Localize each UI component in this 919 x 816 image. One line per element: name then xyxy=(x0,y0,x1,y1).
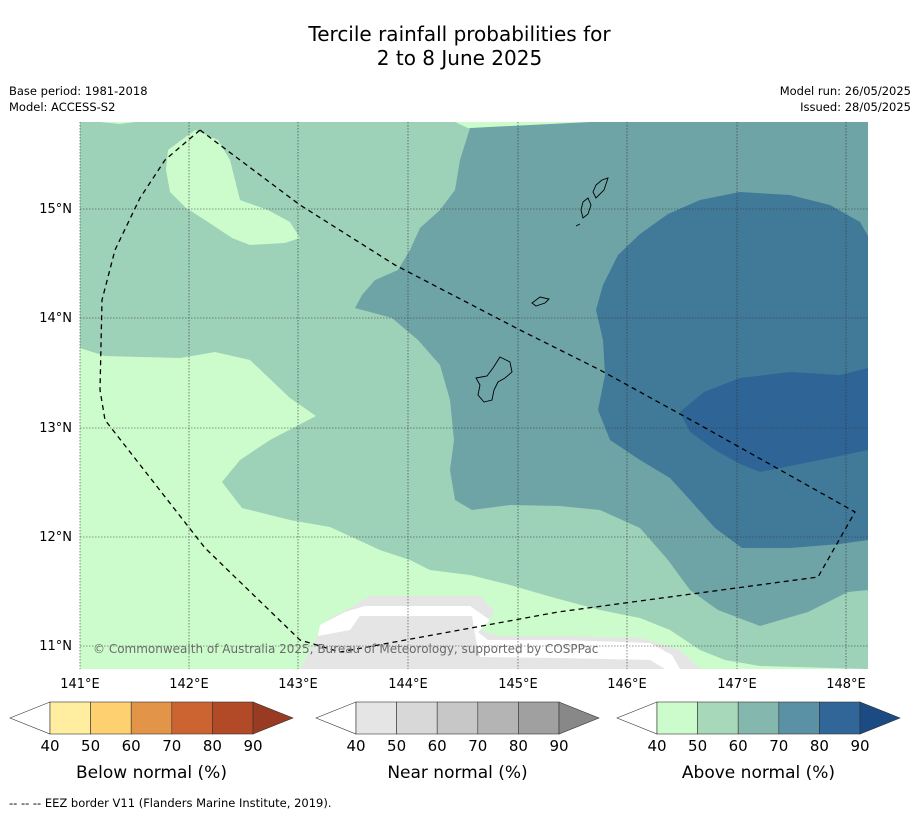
colorbar-tick-label: 80 xyxy=(203,737,222,755)
region-above-40-50-south xyxy=(80,348,868,669)
lat-tick-label: 13°N xyxy=(39,421,72,436)
colorbar-tick-label: 60 xyxy=(729,737,748,755)
region-above-40-50-top xyxy=(100,122,135,124)
colorbar-tick-label: 70 xyxy=(769,737,788,755)
colorbars: 40 50 60 70 80 90 Below normal (%) 40 50 60 70 80 90… xyxy=(9,701,901,783)
colorbar-tick-label: 90 xyxy=(850,737,869,755)
lon-tick-label: 144°E xyxy=(388,677,428,692)
colorbar-segment xyxy=(656,701,698,735)
lon-tick-label: 142°E xyxy=(169,677,209,692)
colorbar-left-extension xyxy=(616,701,658,735)
islands xyxy=(475,177,609,403)
colorbar-left-extension xyxy=(9,701,51,735)
lon-tick-label: 141°E xyxy=(60,677,100,692)
colorbar-title: Near normal (%) xyxy=(387,763,527,783)
colorbar-tick-label: 50 xyxy=(688,737,707,755)
island-rota xyxy=(531,296,550,307)
colorbar-segment xyxy=(90,701,132,735)
graticule xyxy=(79,122,868,669)
colorbar-tick-label: 60 xyxy=(428,737,447,755)
lat-tick-label: 11°N xyxy=(39,639,72,654)
lon-tick-label: 147°E xyxy=(717,677,757,692)
colorbar-segment xyxy=(697,701,739,735)
colorbar-3: 40 50 60 70 80 90 Above normal (%) xyxy=(616,701,901,783)
colorbar-tick-label: 40 xyxy=(647,737,666,755)
colorbar-segment xyxy=(171,701,213,735)
colorbar-tick-label: 90 xyxy=(243,737,262,755)
title-line-1: Tercile rainfall probabilities for xyxy=(308,22,611,46)
colorbar-segment xyxy=(130,701,173,735)
island-tinian xyxy=(580,197,592,219)
island-guam xyxy=(475,356,513,403)
colorbar-segment xyxy=(49,701,91,735)
model-run-text: Model run: 26/05/2025 xyxy=(779,84,911,98)
colorbar-segment xyxy=(737,701,780,735)
colorbar-segment xyxy=(436,701,479,735)
lon-tick-label: 143°E xyxy=(278,677,318,692)
colorbar-segment xyxy=(355,701,397,735)
issued-text: Issued: 28/05/2025 xyxy=(800,100,911,114)
lat-tick-label: 15°N xyxy=(39,202,72,217)
colorbar-tick-label: 80 xyxy=(509,737,528,755)
island-saipan xyxy=(592,177,609,199)
eez-footnote: -- -- -- EEZ border V11 (Flanders Marine… xyxy=(9,796,332,810)
lat-tick-label: 12°N xyxy=(39,530,72,545)
lon-tick-label: 146°E xyxy=(607,677,647,692)
colorbar-segment xyxy=(396,701,438,735)
colorbar-segment xyxy=(518,701,560,735)
copyright-text: © Commonwealth of Australia 2025, Bureau… xyxy=(93,642,598,656)
colorbar-tick-label: 70 xyxy=(468,737,487,755)
colorbar-tick-label: 40 xyxy=(346,737,365,755)
colorbar-left-extension xyxy=(315,701,357,735)
eez-border xyxy=(99,129,856,653)
colorbar-right-extension xyxy=(252,701,294,735)
colorbar-1: 40 50 60 70 80 90 Below normal (%) xyxy=(9,701,294,783)
colorbar-title: Above normal (%) xyxy=(682,763,835,783)
lat-tick-label: 14°N xyxy=(39,311,72,326)
colorbar-tick-label: 70 xyxy=(162,737,181,755)
region-above-40-50-north xyxy=(166,130,300,245)
lon-tick-label: 145°E xyxy=(498,677,538,692)
colorbar-segment xyxy=(212,701,254,735)
region-near-normal-core xyxy=(318,616,665,669)
colorbar-title: Below normal (%) xyxy=(76,763,227,783)
latitude-ticks: 15°N 14°N 13°N 12°N 11°N xyxy=(39,202,72,654)
region-above-90 xyxy=(680,368,868,472)
colorbar-2: 40 50 60 70 80 90 Near normal (%) xyxy=(315,701,600,783)
meta-right: Model run: 26/05/2025 Issued: 28/05/2025 xyxy=(780,83,911,115)
lon-tick-label: 148°E xyxy=(826,677,866,692)
colorbar-right-extension xyxy=(859,701,901,735)
colorbar-right-extension xyxy=(558,701,600,735)
chart-title: Tercile rainfall probabilities for 2 to … xyxy=(0,22,919,70)
colorbar-tick-label: 40 xyxy=(40,737,59,755)
colorbar-tick-label: 80 xyxy=(810,737,829,755)
region-near-normal-inner xyxy=(318,606,680,669)
title-line-2: 2 to 8 June 2025 xyxy=(376,46,543,70)
colorbar-segment xyxy=(819,701,861,735)
colorbar-tick-label: 90 xyxy=(549,737,568,755)
base-period-text: Base period: 1981-2018 xyxy=(9,84,148,98)
colorbar-tick-label: 60 xyxy=(122,737,141,755)
colorbar-segment xyxy=(778,701,820,735)
island-aguijan xyxy=(575,223,581,227)
colorbar-segment xyxy=(477,701,519,735)
probability-layer xyxy=(80,122,868,669)
colorbar-tick-label: 50 xyxy=(387,737,406,755)
colorbar-tick-label: 50 xyxy=(81,737,100,755)
longitude-ticks: 141°E 142°E 143°E 144°E 145°E 146°E 147°E 148°E xyxy=(60,677,866,692)
meta-left: Base period: 1981-2018 Model: ACCESS-S2 xyxy=(9,83,148,115)
model-text: Model: ACCESS-S2 xyxy=(9,100,116,114)
